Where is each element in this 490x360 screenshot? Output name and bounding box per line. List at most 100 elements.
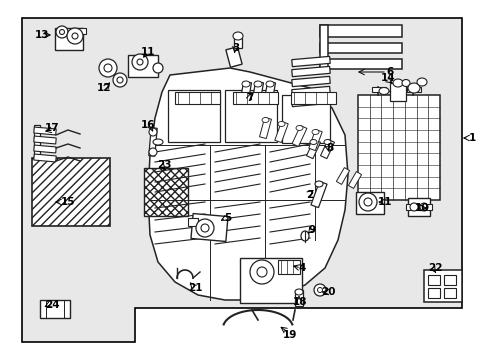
Ellipse shape	[153, 63, 163, 73]
Text: 12: 12	[97, 83, 111, 93]
Text: 23: 23	[157, 160, 171, 170]
Ellipse shape	[153, 139, 163, 145]
Ellipse shape	[410, 203, 418, 211]
Text: 8: 8	[326, 143, 334, 153]
Bar	[282, 95, 330, 143]
Text: 5: 5	[224, 213, 232, 223]
Text: 21: 21	[188, 283, 202, 293]
Bar	[292, 76, 330, 87]
Bar	[34, 145, 56, 153]
Ellipse shape	[402, 80, 410, 86]
Bar	[292, 96, 330, 107]
Bar	[424, 270, 462, 302]
Bar	[320, 139, 335, 159]
Ellipse shape	[254, 81, 262, 87]
Ellipse shape	[132, 54, 148, 70]
Text: 14: 14	[381, 73, 395, 83]
Text: 15: 15	[61, 197, 75, 207]
Ellipse shape	[295, 289, 303, 295]
Bar	[275, 121, 288, 143]
Ellipse shape	[113, 73, 127, 87]
Ellipse shape	[201, 224, 209, 232]
Bar	[337, 167, 349, 184]
Bar	[128, 55, 158, 77]
Bar	[295, 290, 303, 306]
Bar	[292, 86, 330, 96]
Ellipse shape	[364, 198, 372, 206]
Polygon shape	[148, 68, 348, 300]
Bar	[320, 25, 402, 37]
Bar	[407, 87, 421, 92]
Bar	[428, 288, 440, 298]
Ellipse shape	[72, 33, 78, 39]
Bar	[260, 117, 271, 139]
Text: 18: 18	[293, 297, 307, 307]
Ellipse shape	[417, 78, 427, 86]
Bar	[320, 43, 402, 53]
Bar	[34, 136, 56, 144]
Bar	[34, 154, 56, 162]
Bar	[291, 92, 336, 104]
Ellipse shape	[393, 79, 403, 87]
Ellipse shape	[56, 26, 68, 38]
Ellipse shape	[67, 28, 83, 44]
Bar	[188, 218, 198, 226]
Ellipse shape	[59, 30, 65, 35]
Bar	[34, 125, 40, 167]
Bar	[78, 28, 86, 34]
Ellipse shape	[315, 181, 323, 187]
Ellipse shape	[310, 140, 317, 144]
Ellipse shape	[149, 128, 157, 136]
Text: 20: 20	[321, 287, 335, 297]
Bar	[372, 87, 386, 92]
Bar	[309, 129, 322, 150]
Bar	[40, 300, 70, 318]
Bar	[311, 181, 327, 208]
Ellipse shape	[318, 288, 322, 292]
Text: 4: 4	[298, 263, 306, 273]
Ellipse shape	[257, 267, 267, 277]
Ellipse shape	[149, 148, 157, 156]
Polygon shape	[22, 18, 462, 342]
Ellipse shape	[117, 77, 123, 83]
Ellipse shape	[324, 140, 331, 144]
Bar	[233, 92, 278, 104]
Text: 6: 6	[387, 67, 393, 77]
Bar	[240, 258, 302, 303]
Bar	[292, 66, 330, 77]
Ellipse shape	[314, 284, 326, 296]
Bar	[32, 158, 110, 226]
Bar	[234, 38, 242, 48]
Bar	[168, 90, 220, 142]
Bar	[320, 59, 402, 69]
Ellipse shape	[99, 59, 117, 77]
Ellipse shape	[301, 231, 309, 241]
Bar	[444, 288, 456, 298]
Bar	[55, 28, 83, 50]
Bar	[144, 168, 188, 216]
Bar	[252, 81, 264, 100]
Bar	[390, 83, 406, 101]
Bar	[292, 57, 330, 67]
Text: 1: 1	[468, 133, 476, 143]
Ellipse shape	[420, 203, 428, 211]
Bar	[406, 204, 432, 210]
Bar	[226, 47, 242, 67]
Ellipse shape	[104, 64, 112, 72]
Text: 22: 22	[428, 263, 442, 273]
Ellipse shape	[379, 87, 389, 95]
Ellipse shape	[242, 81, 250, 87]
Text: 2: 2	[306, 190, 314, 200]
Bar	[265, 81, 275, 100]
Ellipse shape	[296, 126, 303, 131]
Text: 7: 7	[246, 93, 254, 103]
Bar	[348, 172, 362, 188]
Ellipse shape	[250, 260, 274, 284]
Ellipse shape	[137, 59, 143, 65]
Ellipse shape	[312, 130, 319, 135]
Text: 11: 11	[141, 47, 155, 57]
Text: 24: 24	[45, 300, 59, 310]
Bar	[408, 198, 430, 216]
Ellipse shape	[196, 219, 214, 237]
Text: 11: 11	[378, 197, 392, 207]
